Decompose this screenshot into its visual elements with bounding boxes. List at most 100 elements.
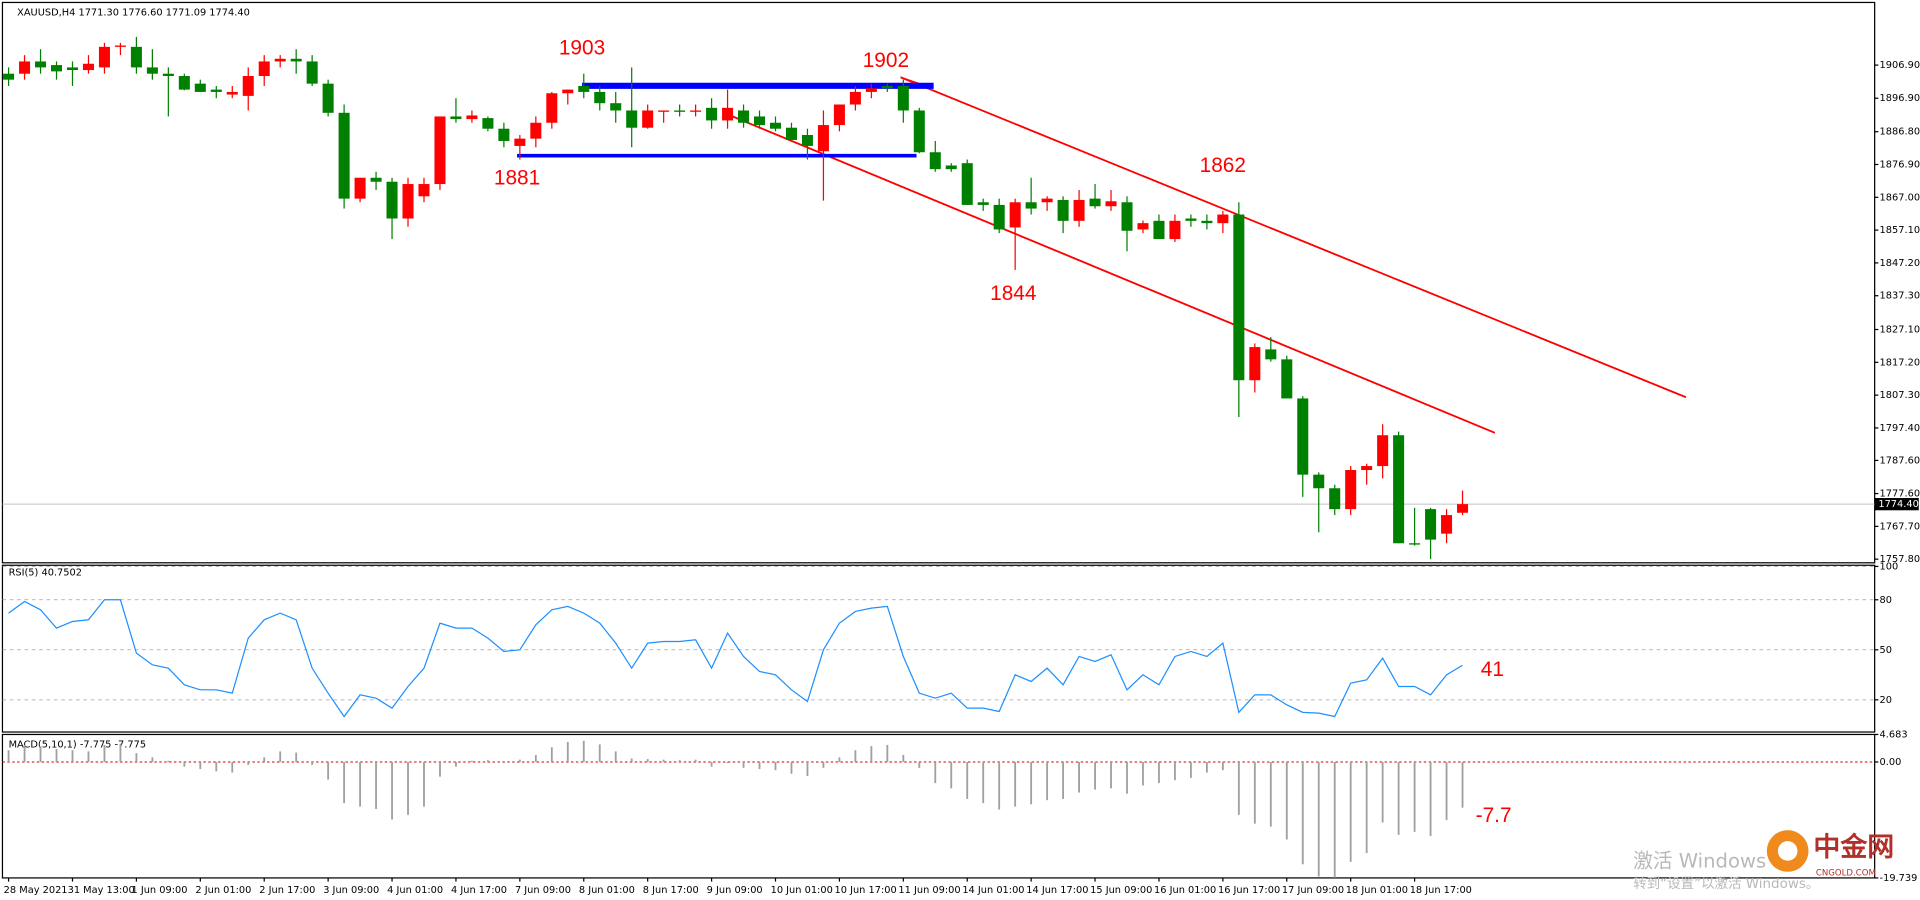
candle-body: [1425, 509, 1437, 540]
candle-body: [849, 91, 861, 105]
x-tick-label: 4 Jun 17:00: [451, 885, 507, 896]
logo-site: CNGOLD.COM: [1816, 869, 1876, 879]
candle-body: [754, 116, 766, 126]
candle-body: [226, 91, 238, 95]
candle-body: [146, 67, 158, 74]
y-tick-label: 1807.30: [1880, 390, 1920, 401]
macd-title: MACD(5,10,1) -7.775 -7.775: [9, 739, 147, 750]
candle-body: [801, 135, 813, 146]
candle-body: [1201, 220, 1213, 224]
candle-body: [626, 110, 638, 128]
price-pane: [1, 1, 1876, 564]
x-tick-label: 14 Jun 01:00: [962, 885, 1024, 896]
candle-body: [50, 65, 63, 72]
y-tick-label: 1837.30: [1880, 291, 1920, 302]
candle-body: [338, 112, 350, 199]
candle-body: [210, 89, 222, 92]
annotation: 1903: [559, 37, 605, 60]
candle-body: [418, 184, 430, 197]
candle-body: [450, 116, 462, 120]
candle-body: [1393, 435, 1405, 544]
candle-body: [961, 163, 973, 205]
x-tick-label: 31 May 13:00: [68, 885, 135, 896]
candle-body: [993, 204, 1005, 230]
candle-body: [482, 118, 494, 129]
candle-body: [402, 184, 414, 219]
candle-body: [833, 104, 845, 126]
price-title: XAUUSD,H4 1771.30 1776.60 1771.09 1774.4…: [17, 7, 250, 18]
candle-body: [1185, 218, 1197, 221]
x-tick-label: 16 Jun 01:00: [1154, 885, 1216, 896]
y-tick-label: 1876.90: [1880, 159, 1920, 170]
candle-body: [1153, 220, 1165, 240]
rsi-title: RSI(5) 40.7502: [9, 568, 82, 579]
candle-body: [1169, 220, 1181, 240]
x-tick-label: 2 Jun 17:00: [259, 885, 315, 896]
annotation: 1902: [863, 49, 909, 72]
y-tick-label: 20: [1880, 695, 1892, 706]
x-tick-label: 2 Jun 01:00: [195, 885, 251, 896]
candle-body: [1249, 347, 1261, 381]
y-tick-label: 1757.80: [1880, 554, 1920, 565]
candle-body: [466, 115, 478, 120]
annotation: 1862: [1200, 154, 1246, 177]
candle-body: [1121, 202, 1133, 231]
candle-body: [1409, 543, 1421, 545]
candle-body: [610, 103, 622, 111]
x-tick-label: 7 Jun 09:00: [515, 885, 571, 896]
candle-body: [82, 63, 94, 71]
candle-body: [306, 61, 318, 84]
candle-body: [674, 110, 686, 112]
x-tick-label: 18 Jun 01:00: [1346, 885, 1408, 896]
macd-pane: [1, 733, 1876, 879]
candle-body: [897, 85, 909, 111]
candle-body: [977, 202, 989, 205]
y-tick-label: 1787.60: [1880, 455, 1920, 466]
candle-body: [945, 165, 957, 170]
candle-body: [19, 61, 31, 74]
candle-body: [1089, 198, 1101, 207]
x-tick-label: 10 Jun 01:00: [771, 885, 833, 896]
y-tick-label: 1896.90: [1880, 93, 1920, 104]
candle-body: [114, 45, 126, 47]
x-tick-label: 1 Jun 09:00: [131, 885, 187, 896]
drawings: [517, 76, 1687, 434]
candle-body: [514, 138, 526, 146]
candle-body: [722, 107, 734, 121]
x-tick-label: 14 Jun 17:00: [1026, 885, 1088, 896]
candle-body: [1297, 398, 1309, 475]
rsi-line: [8, 599, 1463, 718]
annotation: 1881: [494, 167, 540, 190]
candle-body: [769, 122, 782, 129]
candle-body: [1457, 504, 1469, 513]
candle-body: [1217, 214, 1229, 224]
candle-body: [354, 177, 366, 199]
x-tick-label: 9 Jun 09:00: [707, 885, 763, 896]
candle-body: [386, 181, 398, 219]
y-tick-label: 1857.10: [1880, 225, 1920, 236]
candle-body: [290, 58, 302, 62]
x-tick-label: 8 Jun 17:00: [643, 885, 699, 896]
x-tick-label: 4 Jun 01:00: [387, 885, 443, 896]
candle-body: [1057, 199, 1069, 221]
trend-line: [900, 76, 1687, 399]
candle-body: [1345, 470, 1357, 510]
logo-name: 中金网: [1813, 831, 1894, 863]
y-tick-label: 50: [1880, 645, 1892, 656]
candle-body: [706, 107, 718, 121]
candle-body: [1233, 214, 1245, 381]
candle-body: [194, 83, 206, 92]
candle-body: [785, 127, 797, 140]
candle-body: [1281, 359, 1293, 399]
candle-body: [562, 89, 574, 94]
y-tick-label: 1906.90: [1880, 60, 1920, 71]
candle-body: [130, 46, 142, 68]
y-tick-label: 100: [1880, 561, 1899, 572]
trend-line: [732, 115, 1496, 434]
watermark-line: 转到“设置”以激活 Windows。: [1633, 876, 1819, 892]
candle-body: [370, 177, 382, 182]
y-tick-label: -19.739: [1880, 873, 1918, 884]
candle-body: [1073, 199, 1085, 221]
x-tick-label: 17 Jun 09:00: [1282, 885, 1344, 896]
